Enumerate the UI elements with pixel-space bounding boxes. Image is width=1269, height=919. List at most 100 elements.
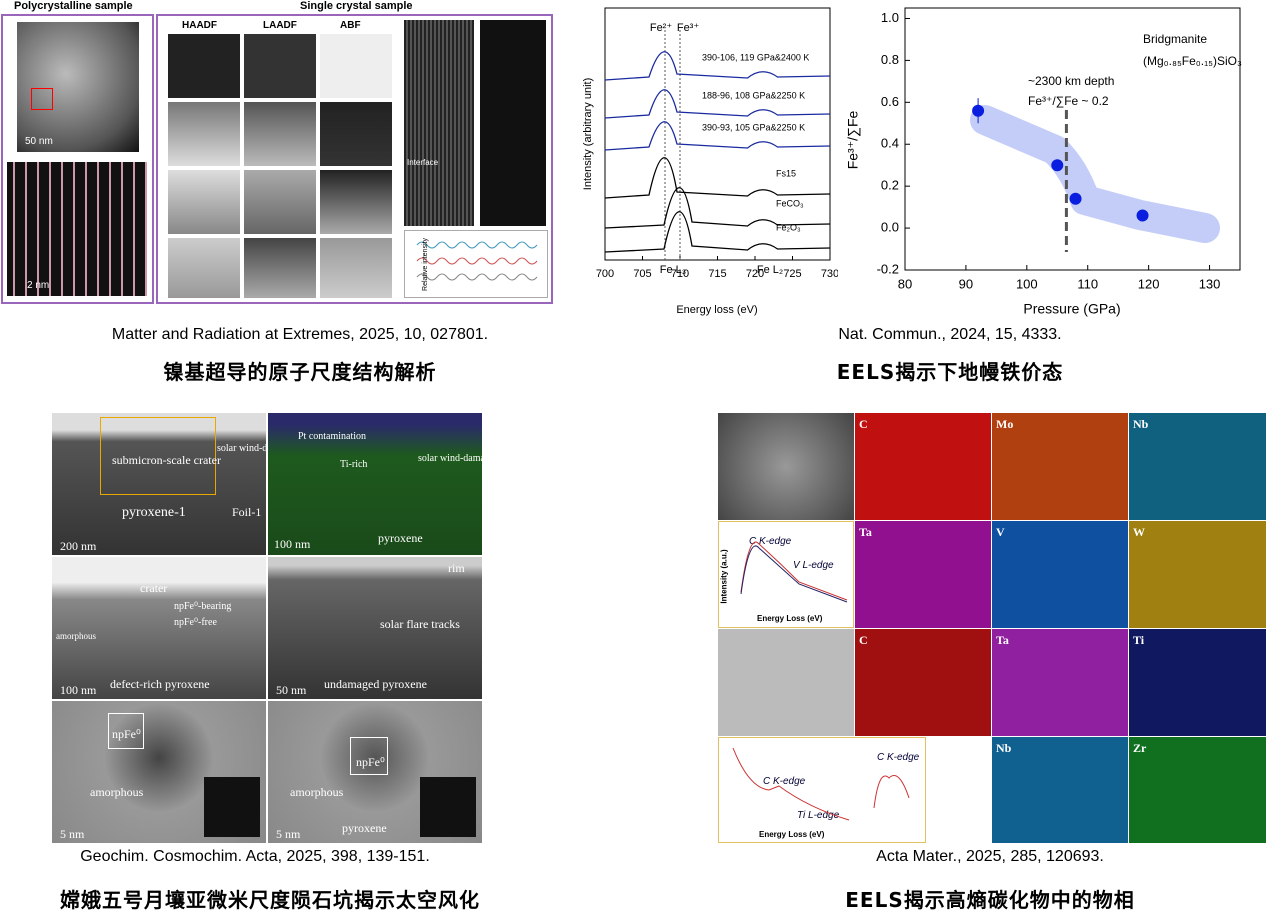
x-tick-label: 130	[1199, 276, 1221, 291]
spectrum-label: 188-96, 108 GPa&2250 K	[702, 90, 805, 100]
peak-label: Fe³⁺	[677, 22, 700, 34]
heading: Polycrystalline sample	[14, 0, 133, 12]
label: Ti L-edge	[797, 810, 840, 821]
label: rim	[448, 561, 465, 575]
fft	[420, 777, 476, 837]
element: Ti	[1133, 633, 1145, 647]
spectrum-label: Fs15	[776, 168, 796, 178]
spectrum-inset: C K-edge V L-edge Energy Loss (eV) Inten…	[718, 521, 854, 628]
label: C K-edge	[877, 752, 920, 763]
label: npFe⁰	[356, 755, 385, 769]
element: W	[1133, 525, 1145, 539]
peak-label: Fe L₃	[660, 264, 687, 276]
scale: 5 nm	[60, 827, 85, 841]
label: undamaged pyroxene	[324, 677, 427, 691]
axis-label: Energy Loss (eV)	[759, 830, 825, 839]
y-tick-label: 0.8	[881, 52, 899, 67]
map: C	[855, 629, 991, 736]
label: amorphous	[56, 631, 96, 641]
spectrum	[604, 51, 831, 81]
annotation: Fe³⁺/∑Fe ~ 0.2	[1028, 94, 1109, 108]
label: pyroxene	[342, 821, 387, 835]
label: submicron-scale crater	[112, 453, 221, 467]
pressure-chart: Fe³⁺/∑Fe Pressure (GPa) Bridgmanite (Mg₀…	[845, 7, 1242, 317]
x-tick-label: 100	[1016, 276, 1038, 291]
map: C	[855, 413, 991, 520]
caption: EELS揭示下地幔铁价态	[836, 360, 1064, 384]
label: npFe⁰	[112, 727, 141, 741]
y-tick-label: 0.2	[881, 178, 899, 193]
micrograph	[718, 629, 854, 736]
frame: 50 nm 2 nm	[1, 14, 154, 304]
scale: 50 nm	[25, 136, 53, 147]
caption: 嫦娥五号月壤亚微米尺度陨石坑揭示太空风化	[60, 888, 480, 912]
y-tick-label: 0.0	[881, 220, 899, 235]
spectrum	[604, 187, 831, 229]
axis-label: Energy Loss (eV)	[757, 614, 823, 623]
label: defect-rich pyroxene	[110, 677, 210, 691]
box	[350, 737, 388, 775]
spectrum-label: 390-93, 105 GPa&2250 K	[702, 122, 805, 132]
x-axis-label: Pressure (GPa)	[1023, 301, 1120, 317]
citation: Matter and Radiation at Extremes, 2025, …	[111, 326, 489, 343]
x-tick-label: 730	[821, 268, 838, 280]
scale: 100 nm	[274, 537, 311, 551]
figure: C Mo Nb C K-edge V L-edge Energy Loss (e…	[718, 413, 1266, 843]
heading: Single crystal sample	[300, 0, 413, 12]
element: Zr	[1133, 741, 1147, 755]
y-tick-label: -0.2	[877, 261, 899, 276]
spectrum	[604, 157, 831, 199]
spectrum	[604, 121, 831, 151]
hrtem: npFe⁰ amorphous 5 nm	[52, 701, 266, 843]
micrograph: submicron-scale crater solar wind-damage…	[52, 413, 266, 555]
box	[31, 88, 53, 110]
scale: 100 nm	[60, 683, 97, 697]
x-tick-label: 90	[959, 276, 973, 291]
plot-frame	[904, 7, 1241, 271]
box	[100, 417, 216, 495]
y-axis-label: Fe³⁺/∑Fe	[845, 110, 861, 169]
point	[1069, 192, 1082, 205]
column-title: ABF	[340, 20, 361, 31]
map: Zr	[1129, 737, 1266, 843]
frame: HAADF LAADF ABF Interface Relative inten…	[156, 14, 553, 304]
map: Ti	[1129, 629, 1266, 736]
scale: 200 nm	[60, 539, 97, 553]
point	[1051, 159, 1064, 172]
micrograph: Interface	[404, 20, 474, 226]
map: Ta	[855, 521, 991, 628]
x-tick-label: 700	[596, 268, 614, 280]
map: Ta	[992, 629, 1128, 736]
x-tick-label: 720	[746, 268, 764, 280]
label: solar flare tracks	[380, 617, 460, 631]
spectrum	[740, 541, 848, 603]
y-tick-label: 1.0	[881, 10, 899, 25]
map: Mo	[992, 413, 1128, 520]
map: Nb	[992, 737, 1128, 843]
micrograph: 50 nm	[17, 22, 139, 152]
label: C K-edge	[763, 776, 806, 787]
label: C K-edge	[749, 536, 792, 547]
box	[108, 713, 144, 749]
peak-label: Fe L₂	[757, 264, 783, 276]
spectrum	[732, 747, 910, 821]
element: V	[996, 525, 1005, 539]
spectra-chart: Intensity (arbitrary unit) Energy loss (…	[582, 7, 838, 316]
label: amorphous	[90, 785, 144, 799]
label: Ti-rich	[340, 459, 368, 470]
peak-label: Fe²⁺	[650, 22, 673, 34]
label: amorphous	[290, 785, 344, 799]
point	[972, 104, 985, 117]
figure: submicron-scale crater solar wind-damage…	[52, 413, 482, 843]
label: V L-edge	[793, 560, 834, 571]
map: V	[992, 521, 1128, 628]
fft	[204, 777, 260, 837]
micrograph-grid	[168, 34, 394, 298]
label: npFe⁰-free	[174, 617, 217, 628]
spectrum	[604, 211, 831, 253]
micrograph: crater npFe⁰-bearing npFe⁰-free amorphou…	[52, 557, 266, 699]
fft	[480, 20, 546, 226]
element: Nb	[996, 741, 1012, 755]
spectrum	[604, 89, 831, 119]
label: pyroxene-1	[122, 505, 186, 520]
